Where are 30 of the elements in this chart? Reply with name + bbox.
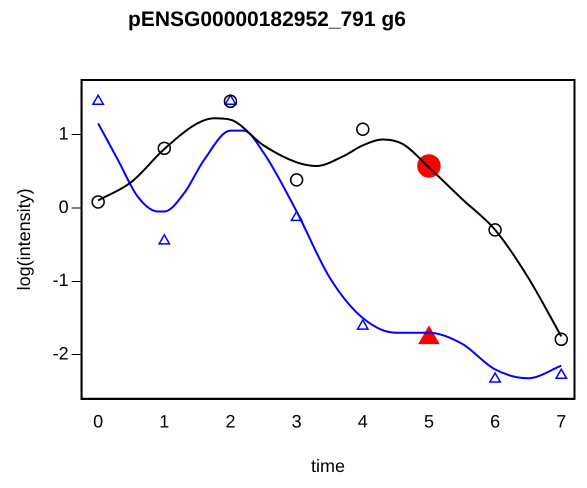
x-tick-label: 6 [490, 412, 500, 432]
point [418, 326, 440, 344]
x-tick-label: 1 [159, 412, 170, 432]
point [92, 94, 104, 106]
x-tick-label: 7 [556, 412, 566, 432]
point [555, 368, 568, 380]
x-axis-title: time [311, 456, 346, 476]
point [356, 319, 369, 330]
y-tick-label: -1 [52, 270, 69, 290]
point [290, 173, 304, 187]
x-tick-label: 5 [424, 412, 434, 432]
point [158, 234, 170, 245]
chart-title: pENSG00000182952_791 g6 [128, 8, 406, 32]
point [489, 372, 502, 383]
x-tick-label: 0 [93, 412, 104, 432]
point [488, 223, 502, 237]
x-tick-label: 3 [292, 412, 302, 432]
y-tick-label: -2 [52, 344, 69, 364]
point [356, 122, 370, 136]
point [91, 195, 105, 209]
y-axis-title: log(intensity) [14, 188, 34, 290]
point [158, 142, 172, 156]
point [290, 210, 303, 222]
y-tick-label: 1 [58, 123, 69, 144]
point [224, 94, 238, 108]
x-tick-label: 2 [225, 412, 236, 432]
y-tick-label: 0 [58, 196, 69, 217]
point [554, 332, 568, 346]
point [224, 94, 236, 106]
x-tick-label: 4 [358, 412, 368, 432]
